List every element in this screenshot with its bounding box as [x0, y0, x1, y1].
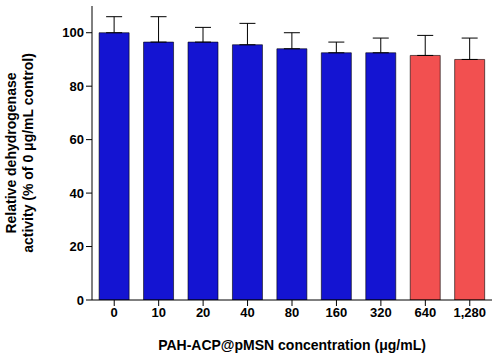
svg-text:60: 60 [70, 132, 84, 147]
svg-text:80: 80 [285, 305, 299, 320]
svg-text:40: 40 [240, 305, 254, 320]
svg-text:320: 320 [370, 305, 392, 320]
svg-text:100: 100 [62, 25, 84, 40]
svg-text:40: 40 [70, 186, 84, 201]
svg-text:0: 0 [77, 293, 84, 308]
svg-text:20: 20 [70, 239, 84, 254]
svg-text:10: 10 [151, 305, 165, 320]
svg-text:1,280: 1,280 [454, 305, 487, 320]
svg-text:PAH-ACP@pMSN concentration (μg: PAH-ACP@pMSN concentration (μg/mL) [158, 337, 426, 353]
svg-text:20: 20 [196, 305, 210, 320]
svg-text:80: 80 [70, 79, 84, 94]
svg-text:160: 160 [326, 305, 348, 320]
svg-text:Relative dehydrogenaseactivity: Relative dehydrogenaseactivity (% of 0 μ… [8, 53, 36, 253]
svg-text:640: 640 [414, 305, 436, 320]
svg-text:0: 0 [111, 305, 118, 320]
